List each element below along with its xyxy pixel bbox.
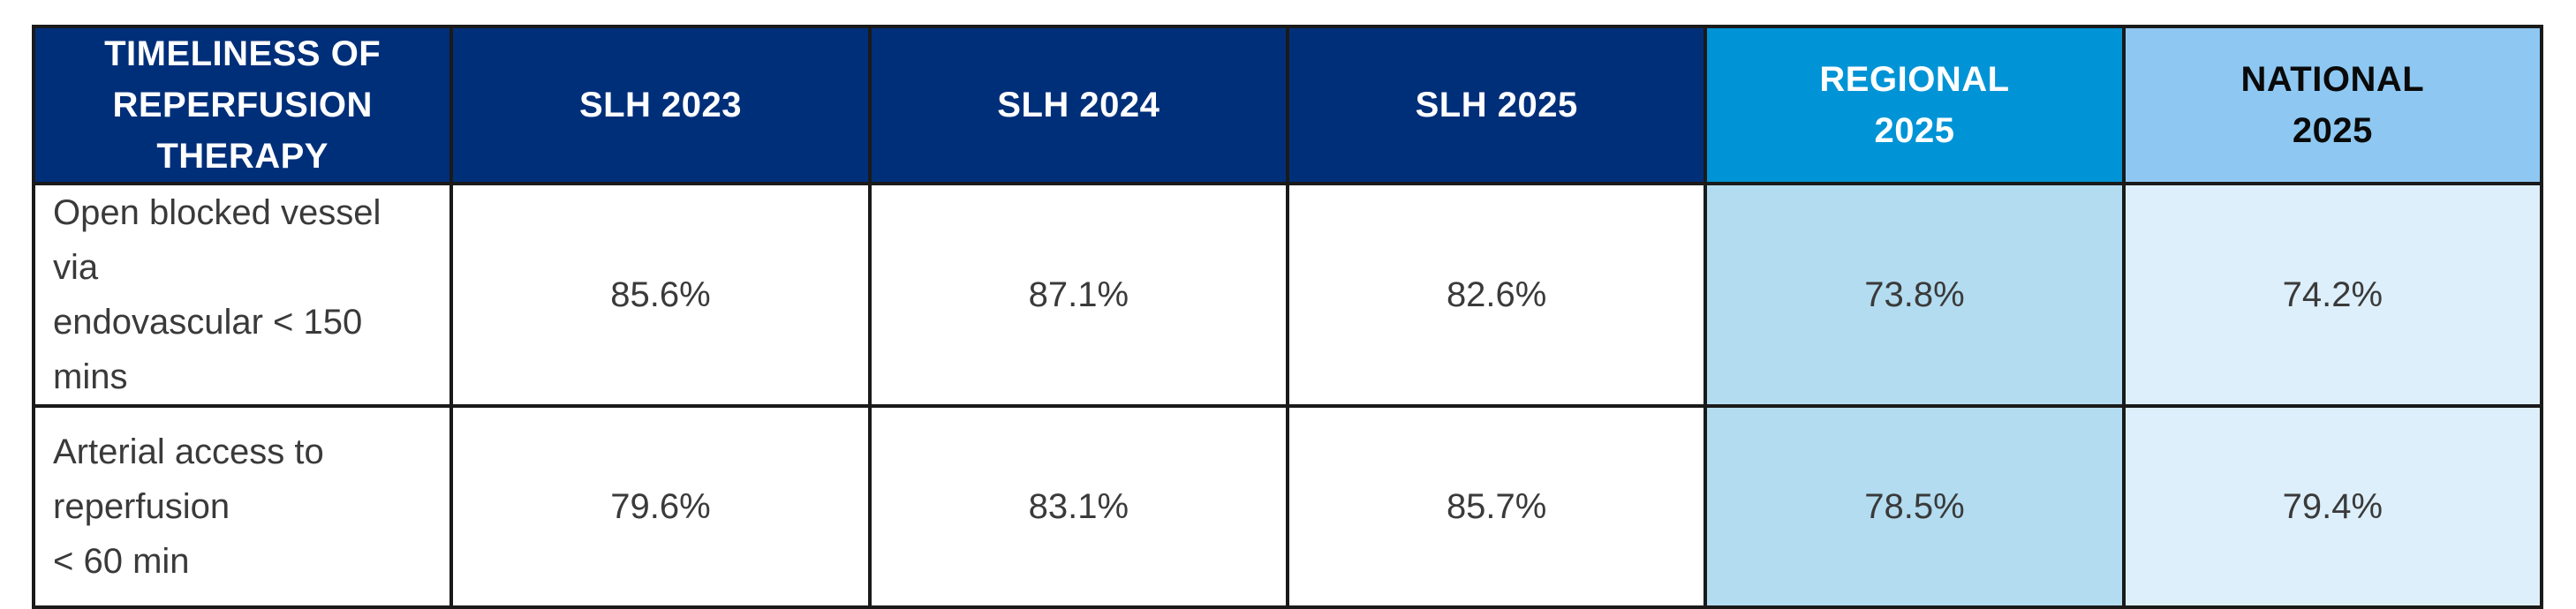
row-label-line1: Arterial access to reperfusion <box>53 432 324 526</box>
table-row: Arterial access to reperfusion < 60 min … <box>31 404 2544 609</box>
value-cell-regional-2025: 78.5% <box>1703 404 2126 609</box>
table-header: TIMELINESS OF REPERFUSION THERAPY SLH 20… <box>31 25 2544 185</box>
value-cell-slh-2024: 87.1% <box>867 182 1289 408</box>
row-label-endovascular: Open blocked vessel via endovascular < 1… <box>31 182 454 408</box>
value-cell-national-2025: 79.4% <box>2121 404 2544 609</box>
row-label-line2: < 60 min <box>53 542 190 581</box>
value-cell-slh-2023: 85.6% <box>449 182 872 408</box>
header-row: TIMELINESS OF REPERFUSION THERAPY SLH 20… <box>31 25 2544 185</box>
header-slh-2023-label: SLH 2023 <box>578 86 743 124</box>
row-label-line1: Open blocked vessel via <box>53 193 381 287</box>
header-regional-2025: REGIONAL 2025 <box>1703 25 2126 185</box>
value-cell-national-2025: 74.2% <box>2121 182 2544 408</box>
header-national-line2: 2025 <box>2292 111 2373 150</box>
header-regional-line1: REGIONAL <box>1819 60 2010 99</box>
table-row: Open blocked vessel via endovascular < 1… <box>31 182 2544 408</box>
row-label-arterial-access: Arterial access to reperfusion < 60 min <box>31 404 454 609</box>
header-national-2025: NATIONAL 2025 <box>2121 25 2544 185</box>
table-body: Open blocked vessel via endovascular < 1… <box>31 182 2544 609</box>
header-slh-2023: SLH 2023 <box>449 25 872 185</box>
value-cell-slh-2023: 79.6% <box>449 404 872 609</box>
header-metric: TIMELINESS OF REPERFUSION THERAPY <box>31 25 454 185</box>
value-cell-slh-2025: 85.7% <box>1285 404 1708 609</box>
row-label-line2: endovascular < 150 mins <box>53 303 363 396</box>
header-regional-line2: 2025 <box>1874 111 1955 150</box>
reperfusion-timeliness-table: TIMELINESS OF REPERFUSION THERAPY SLH 20… <box>31 25 2544 609</box>
value-cell-slh-2024: 83.1% <box>867 404 1289 609</box>
value-cell-slh-2025: 82.6% <box>1285 182 1708 408</box>
header-slh-2025-label: SLH 2025 <box>1415 86 1578 124</box>
header-slh-2024-label: SLH 2024 <box>997 86 1160 124</box>
header-slh-2025: SLH 2025 <box>1285 25 1708 185</box>
header-slh-2024: SLH 2024 <box>867 25 1289 185</box>
header-national-line1: NATIONAL <box>2240 60 2425 99</box>
header-metric-line2: REPERFUSION THERAPY <box>112 86 373 176</box>
value-cell-regional-2025: 73.8% <box>1703 182 2126 408</box>
header-metric-line1: TIMELINESS OF <box>104 34 381 73</box>
